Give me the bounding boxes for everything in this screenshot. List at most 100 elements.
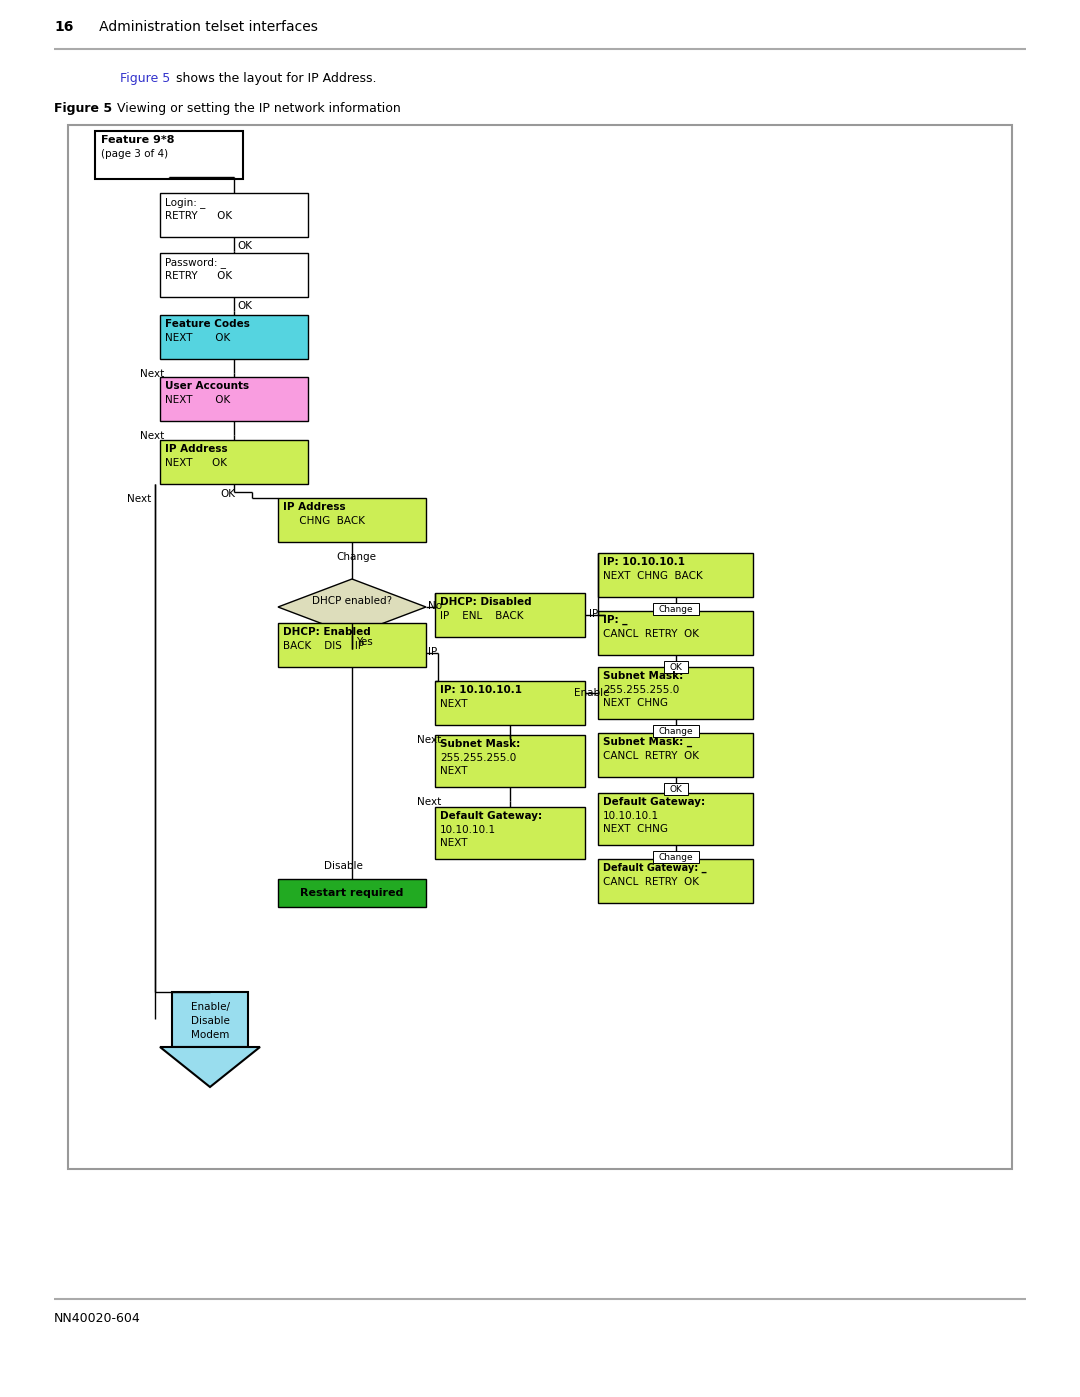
FancyBboxPatch shape	[598, 666, 753, 719]
Text: NEXT      OK: NEXT OK	[165, 458, 227, 468]
Text: NEXT: NEXT	[440, 698, 468, 710]
Text: Change: Change	[658, 605, 692, 613]
Text: IP    ENL    BACK: IP ENL BACK	[440, 610, 524, 622]
FancyBboxPatch shape	[278, 623, 426, 666]
Text: Next: Next	[417, 735, 442, 745]
Text: Modem: Modem	[191, 1030, 229, 1039]
Text: Next: Next	[140, 432, 164, 441]
FancyBboxPatch shape	[663, 782, 688, 795]
Text: NEXT: NEXT	[440, 766, 468, 775]
FancyBboxPatch shape	[652, 725, 699, 738]
FancyBboxPatch shape	[598, 859, 753, 902]
Text: Yes: Yes	[356, 637, 373, 647]
Text: CANCL  RETRY  OK: CANCL RETRY OK	[603, 877, 699, 887]
Text: CANCL  RETRY  OK: CANCL RETRY OK	[603, 629, 699, 638]
Text: CANCL  RETRY  OK: CANCL RETRY OK	[603, 752, 699, 761]
Text: Login: _: Login: _	[165, 197, 205, 208]
Text: Viewing or setting the IP network information: Viewing or setting the IP network inform…	[109, 102, 401, 115]
Text: Default Gateway:: Default Gateway:	[603, 798, 705, 807]
Text: NEXT  CHNG: NEXT CHNG	[603, 698, 669, 708]
Text: IP Address: IP Address	[165, 444, 228, 454]
FancyBboxPatch shape	[652, 851, 699, 863]
FancyBboxPatch shape	[435, 735, 585, 787]
Polygon shape	[160, 1046, 260, 1087]
Text: IP Address: IP Address	[283, 502, 346, 511]
Text: OK: OK	[670, 662, 681, 672]
Text: NEXT       OK: NEXT OK	[165, 332, 230, 344]
Text: Change: Change	[658, 726, 692, 735]
Text: Enable/: Enable/	[190, 1002, 229, 1011]
FancyBboxPatch shape	[160, 253, 308, 298]
FancyBboxPatch shape	[598, 733, 753, 777]
Text: 16: 16	[54, 20, 73, 34]
Text: RETRY      OK: RETRY OK	[165, 211, 232, 221]
Text: IP: _: IP: _	[603, 615, 627, 626]
Text: DHCP: Disabled: DHCP: Disabled	[440, 597, 531, 608]
Text: Next: Next	[417, 798, 442, 807]
FancyBboxPatch shape	[435, 592, 585, 637]
Polygon shape	[278, 578, 426, 636]
Text: (page 3 of 4): (page 3 of 4)	[102, 149, 168, 159]
FancyBboxPatch shape	[172, 992, 248, 1046]
FancyBboxPatch shape	[160, 440, 308, 483]
Text: Feature Codes: Feature Codes	[165, 319, 249, 330]
Text: Subnet Mask:: Subnet Mask:	[440, 739, 521, 749]
Text: OK: OK	[237, 300, 252, 312]
Text: DHCP: Enabled: DHCP: Enabled	[283, 627, 370, 637]
Text: IP: 10.10.10.1: IP: 10.10.10.1	[440, 685, 522, 694]
Text: NEXT  CHNG  BACK: NEXT CHNG BACK	[603, 571, 703, 581]
Text: IP: 10.10.10.1: IP: 10.10.10.1	[603, 557, 685, 567]
Text: Enable: Enable	[573, 687, 609, 698]
Text: Next: Next	[127, 495, 151, 504]
Text: User Accounts: User Accounts	[165, 381, 249, 391]
FancyBboxPatch shape	[598, 610, 753, 655]
Text: BACK    DIS    IP: BACK DIS IP	[283, 641, 364, 651]
FancyBboxPatch shape	[435, 807, 585, 859]
Text: 255.255.255.0: 255.255.255.0	[440, 753, 516, 763]
Text: Default Gateway:: Default Gateway:	[440, 812, 542, 821]
Text: Figure 5: Figure 5	[54, 102, 112, 115]
FancyBboxPatch shape	[160, 193, 308, 237]
Text: OK: OK	[220, 489, 235, 499]
FancyBboxPatch shape	[95, 131, 243, 179]
FancyBboxPatch shape	[435, 680, 585, 725]
Text: OK: OK	[237, 242, 252, 251]
FancyBboxPatch shape	[160, 314, 308, 359]
Text: No: No	[428, 601, 442, 610]
Text: Subnet Mask:: Subnet Mask:	[603, 671, 684, 680]
Text: NEXT  CHNG: NEXT CHNG	[603, 824, 669, 834]
Text: CHNG  BACK: CHNG BACK	[283, 515, 365, 527]
Text: Administration telset interfaces: Administration telset interfaces	[86, 20, 318, 34]
Text: IP: IP	[589, 609, 598, 619]
Text: OK: OK	[670, 785, 681, 793]
Text: Password: _: Password: _	[165, 257, 226, 268]
Text: Restart required: Restart required	[300, 888, 404, 898]
Text: Feature 9*8: Feature 9*8	[102, 136, 175, 145]
Text: Next: Next	[140, 369, 164, 379]
Text: DHCP enabled?: DHCP enabled?	[312, 597, 392, 606]
Text: Change: Change	[336, 552, 376, 562]
Text: Figure 5: Figure 5	[120, 73, 171, 85]
Text: Disable: Disable	[190, 1016, 229, 1025]
Text: NEXT: NEXT	[440, 838, 468, 848]
Text: Disable: Disable	[324, 861, 363, 870]
Text: Subnet Mask: _: Subnet Mask: _	[603, 738, 692, 747]
FancyBboxPatch shape	[278, 879, 426, 907]
FancyBboxPatch shape	[160, 377, 308, 420]
FancyBboxPatch shape	[663, 661, 688, 673]
Text: Default Gateway: _: Default Gateway: _	[603, 863, 706, 873]
FancyBboxPatch shape	[598, 553, 753, 597]
Text: 255.255.255.0: 255.255.255.0	[603, 685, 679, 694]
FancyBboxPatch shape	[68, 124, 1012, 1169]
Text: 10.10.10.1: 10.10.10.1	[440, 826, 496, 835]
Text: RETRY      OK: RETRY OK	[165, 271, 232, 281]
Text: NN40020-604: NN40020-604	[54, 1312, 140, 1324]
FancyBboxPatch shape	[278, 497, 426, 542]
Text: shows the layout for IP Address.: shows the layout for IP Address.	[172, 73, 377, 85]
Text: 10.10.10.1: 10.10.10.1	[603, 812, 659, 821]
FancyBboxPatch shape	[598, 793, 753, 845]
Text: NEXT       OK: NEXT OK	[165, 395, 230, 405]
Text: IP: IP	[428, 647, 437, 657]
FancyBboxPatch shape	[652, 604, 699, 615]
Text: Change: Change	[658, 852, 692, 862]
